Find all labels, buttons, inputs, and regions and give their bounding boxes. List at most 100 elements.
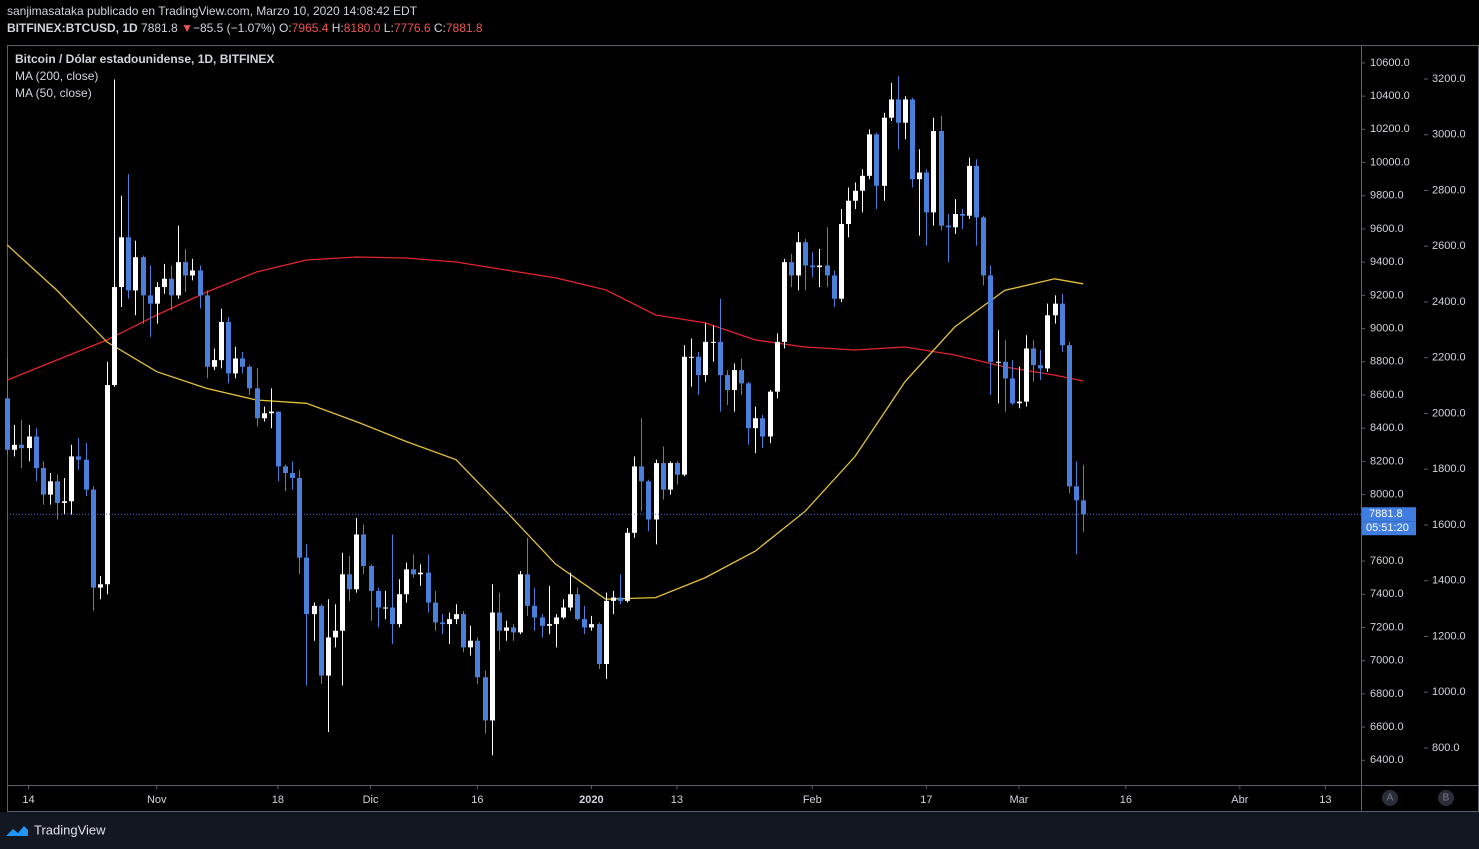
symbol-line: BITFINEX:BTCUSD, 1D 7881.8 ▼−85.5 (−1.07… [7,21,483,35]
x-tick-label: 18 [272,794,284,806]
y-tick-label: 10400.0 [1370,90,1410,102]
candle-body [604,600,609,664]
candle-body [732,370,737,391]
candle-body [5,398,10,450]
candle-body [326,637,331,676]
y2-tick-label: 2400.0 [1432,296,1466,308]
candle-body [219,321,224,361]
ohlc-key: C: [434,21,446,35]
candle-body [632,466,637,533]
x-tick-label: Nov [147,794,167,806]
countdown-label: 05:51:20 [1366,522,1409,534]
candle-body [155,287,160,304]
candle-body [383,607,388,609]
y2-tick-label: 3000.0 [1432,129,1466,141]
x-tick-label: Feb [803,794,822,806]
x-tick-label: Dic [363,794,379,806]
candle-body [240,358,245,367]
y2-tick-label: 1000.0 [1432,686,1466,698]
candle-body [532,605,537,618]
y2-tick-label: 2800.0 [1432,184,1466,196]
candle-body [1067,345,1072,487]
symbol: BITFINEX:BTCUSD, 1D [7,21,138,35]
y-tick-label: 8000.0 [1370,489,1404,501]
candle-body [312,605,317,615]
candle-body [361,534,366,567]
candle-body [333,630,338,638]
button[interactable] [1382,790,1398,806]
candle-body [133,257,138,291]
candle-body [1081,500,1086,515]
candle-body [41,468,46,495]
candle-body [233,358,238,374]
candle-body [917,172,922,180]
x-tick-label: Mar [1009,794,1028,806]
y-tick-label: 10200.0 [1370,123,1410,135]
legend-entry: MA (50, close) [15,86,92,100]
candle-body [1045,315,1050,369]
last-price-label: 7881.8 [1369,508,1403,520]
change: −85.5 (−1.07%) [193,21,276,35]
candle-body [946,225,951,228]
y-tick-label: 10600.0 [1370,57,1410,69]
candle-body [561,607,566,618]
button[interactable] [1438,790,1454,806]
candle-body [226,321,231,374]
x-tick-label: 17 [920,794,932,806]
candle-body [247,366,252,389]
candle-body [839,223,844,299]
candle-body [304,557,309,615]
candle-body [27,436,32,449]
candle-body [889,99,894,118]
candle-body [803,242,808,266]
x-tick-label: 16 [1120,794,1132,806]
y-tick-label: 7400.0 [1370,588,1404,600]
candle-body [418,572,423,575]
y-tick-label: 9000.0 [1370,322,1404,334]
candle-body [1038,365,1043,369]
candle-body [796,242,801,276]
brand[interactable]: TradingView [34,822,106,837]
change-arrow: ▼ [181,21,193,35]
candle-body [504,627,509,631]
candle-body [711,341,716,343]
candle-body [789,262,794,276]
candle-body [340,574,345,631]
candle-body [468,640,473,648]
candle-body [1060,303,1065,346]
candle-body [490,612,495,721]
candle-body [255,388,260,419]
candle-body [625,532,630,601]
candle-body [867,134,872,176]
candle-body [646,481,651,520]
candle-body [988,275,993,362]
candle-body [1053,303,1058,316]
candle-body [1017,401,1022,404]
y-tick-label: 7200.0 [1370,621,1404,633]
candle-body [739,370,744,384]
ohlc-value: 7776.6 [394,21,431,35]
candle-body [682,356,687,475]
x-tick-label: 13 [1319,794,1331,806]
candle-body [91,489,96,588]
candle-body [126,237,131,291]
candle-body [12,444,17,450]
button-label[interactable]: A [1387,793,1394,804]
button-label[interactable]: B [1443,793,1450,804]
candle-body [768,391,773,437]
candle-body [639,466,644,482]
y2-tick-label: 2200.0 [1432,352,1466,364]
candle-body [454,614,459,620]
ohlc-key: O: [279,21,292,35]
candle-body [853,190,858,201]
y2-tick-label: 1400.0 [1432,575,1466,587]
last-price-box [1362,507,1416,522]
candle-body [996,361,1001,363]
candle-body [19,444,24,449]
candle-body [55,481,60,503]
candle-body [105,385,110,585]
candle-body [347,574,352,590]
y-tick-label: 8800.0 [1370,356,1404,368]
candle-body [689,356,694,358]
